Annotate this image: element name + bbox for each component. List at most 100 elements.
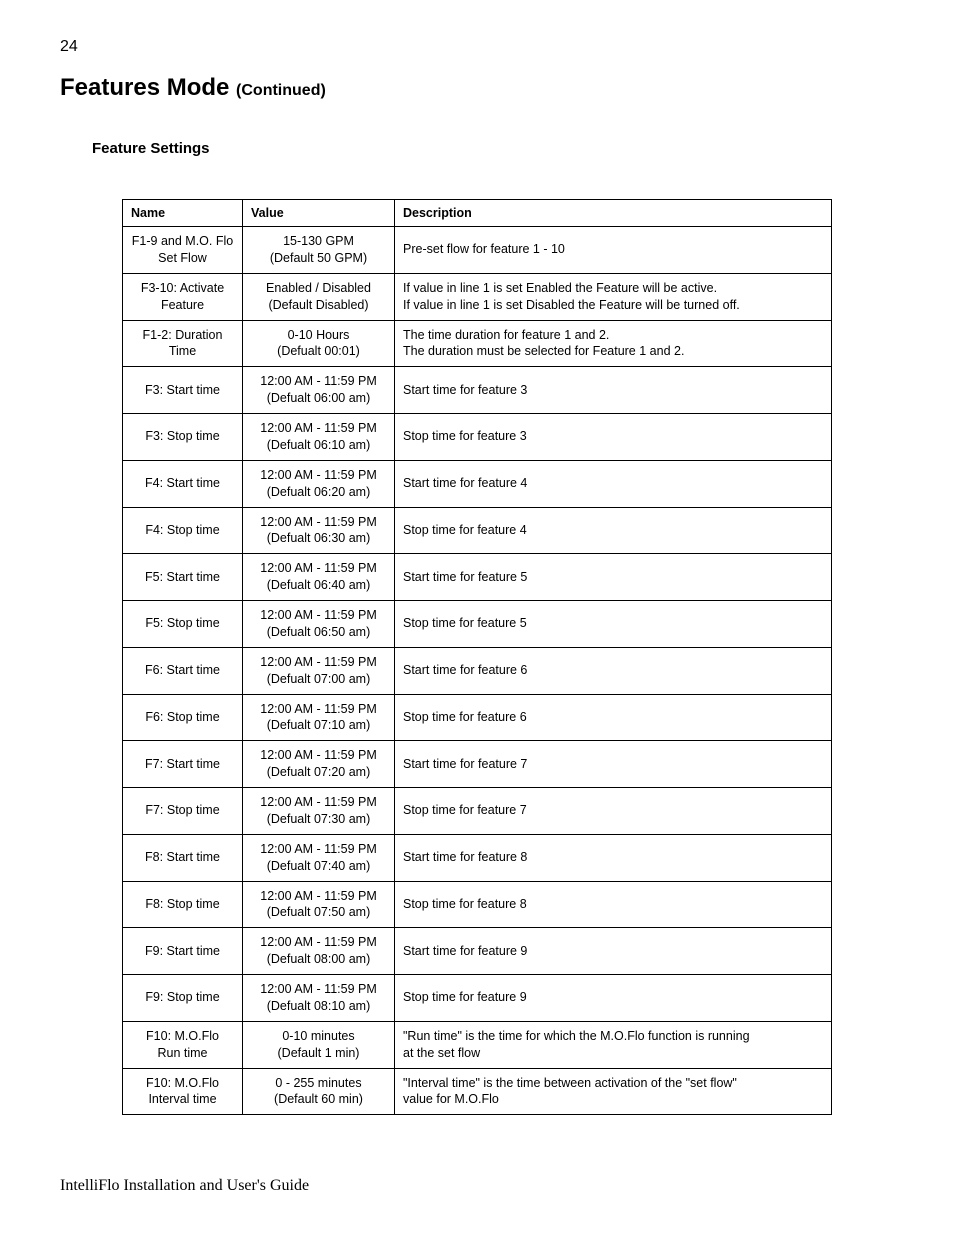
- cell-name: F7: Start time: [123, 741, 243, 788]
- cell-name: F8: Stop time: [123, 881, 243, 928]
- cell-value-line1: Enabled / Disabled: [251, 280, 386, 297]
- cell-description: Start time for feature 8: [395, 834, 832, 881]
- cell-value-line1: 12:00 AM - 11:59 PM: [251, 794, 386, 811]
- cell-desc-line1: Stop time for feature 5: [403, 615, 823, 632]
- cell-description: "Run time" is the time for which the M.O…: [395, 1021, 832, 1068]
- cell-value-line1: 0 - 255 minutes: [251, 1075, 386, 1092]
- cell-name: F8: Start time: [123, 834, 243, 881]
- cell-name-line1: F5: Start time: [131, 569, 234, 586]
- page-number: 24: [60, 38, 894, 56]
- cell-value-line2: (Defualt 08:10 am): [251, 998, 386, 1015]
- cell-value-line1: 12:00 AM - 11:59 PM: [251, 654, 386, 671]
- cell-name-line1: F7: Stop time: [131, 802, 234, 819]
- cell-description: Stop time for feature 7: [395, 788, 832, 835]
- header-value: Value: [243, 200, 395, 227]
- cell-desc-line1: Stop time for feature 9: [403, 989, 823, 1006]
- cell-value-line2: (Defualt 07:00 am): [251, 671, 386, 688]
- cell-name: F9: Start time: [123, 928, 243, 975]
- cell-name: F7: Stop time: [123, 788, 243, 835]
- cell-value-line1: 12:00 AM - 11:59 PM: [251, 607, 386, 624]
- table-row: F9: Start time 12:00 AM - 11:59 PM(Defual…: [123, 928, 832, 975]
- table-row: F10: M.O.FloRun time0-10 minutes(Default…: [123, 1021, 832, 1068]
- cell-value-line2: (Default 50 GPM): [251, 250, 386, 267]
- cell-name-line1: F5: Stop time: [131, 615, 234, 632]
- table-row: F6: Start time 12:00 AM - 11:59 PM(Defual…: [123, 647, 832, 694]
- cell-value: 12:00 AM - 11:59 PM(Defualt 06:30 am): [243, 507, 395, 554]
- cell-value: 0-10 minutes(Default 1 min): [243, 1021, 395, 1068]
- main-heading: Features Mode (Continued): [60, 74, 894, 102]
- cell-value: Enabled / Disabled(Default Disabled): [243, 273, 395, 320]
- cell-value: 12:00 AM - 11:59 PM(Defualt 08:10 am): [243, 975, 395, 1022]
- cell-description: Start time for feature 3: [395, 367, 832, 414]
- cell-desc-line1: Pre-set flow for feature 1 - 10: [403, 241, 823, 258]
- cell-value-line1: 15-130 GPM: [251, 233, 386, 250]
- cell-value: 0-10 Hours(Defualt 00:01): [243, 320, 395, 367]
- table-header-row: Name Value Description: [123, 200, 832, 227]
- cell-value-line2: (Defualt 08:00 am): [251, 951, 386, 968]
- feature-settings-table-wrap: Name Value Description F1-9 and M.O. Flo…: [122, 199, 832, 1115]
- cell-name-line2: Set Flow: [131, 250, 234, 267]
- cell-value-line2: (Defualt 06:40 am): [251, 577, 386, 594]
- cell-name-line1: F1-2: Duration Time: [131, 327, 234, 361]
- cell-desc-line1: If value in line 1 is set Enabled the Fe…: [403, 280, 823, 297]
- table-row: F3: Start time12:00 AM - 11:59 PM(Defual…: [123, 367, 832, 414]
- cell-name: F6: Start time: [123, 647, 243, 694]
- table-row: F8: Start time12:00 AM - 11:59 PM(Defual…: [123, 834, 832, 881]
- cell-value: 12:00 AM - 11:59 PM(Defualt 07:00 am): [243, 647, 395, 694]
- cell-desc-line1: "Interval time" is the time between acti…: [403, 1075, 823, 1092]
- footer-text: IntelliFlo Installation and User's Guide: [60, 1177, 309, 1195]
- table-row: F5: Stop time12:00 AM - 11:59 PM(Defualt…: [123, 601, 832, 648]
- cell-description: Stop time for feature 9: [395, 975, 832, 1022]
- cell-desc-line2: The duration must be selected for Featur…: [403, 343, 823, 360]
- cell-name-line2: Feature: [131, 297, 234, 314]
- cell-value: 12:00 AM - 11:59 PM(Defualt 07:20 am): [243, 741, 395, 788]
- cell-desc-line1: Stop time for feature 4: [403, 522, 823, 539]
- cell-value-line2: (Defualt 06:30 am): [251, 530, 386, 547]
- cell-name-line1: F3: Start time: [131, 382, 234, 399]
- cell-value-line2: (Defualt 06:20 am): [251, 484, 386, 501]
- cell-value: 12:00 AM - 11:59 PM(Defualt 08:00 am): [243, 928, 395, 975]
- cell-value: 12:00 AM - 11:59 PM(Defualt 07:50 am): [243, 881, 395, 928]
- cell-value-line2: (Defualt 06:00 am): [251, 390, 386, 407]
- cell-value-line1: 0-10 Hours: [251, 327, 386, 344]
- cell-description: Start time for feature 6: [395, 647, 832, 694]
- cell-name-line1: F3: Stop time: [131, 428, 234, 445]
- cell-description: Stop time for feature 5: [395, 601, 832, 648]
- cell-value-line2: (Default 1 min): [251, 1045, 386, 1062]
- cell-description: Stop time for feature 3: [395, 414, 832, 461]
- cell-name: F3: Stop time: [123, 414, 243, 461]
- cell-name-line1: F9: Stop time: [131, 989, 234, 1006]
- cell-description: "Interval time" is the time between acti…: [395, 1068, 832, 1115]
- cell-description: Start time for feature 4: [395, 460, 832, 507]
- cell-description: Stop time for feature 8: [395, 881, 832, 928]
- cell-value-line1: 12:00 AM - 11:59 PM: [251, 701, 386, 718]
- cell-name-line1: F6: Start time: [131, 662, 234, 679]
- cell-value-line2: (Defualt 00:01): [251, 343, 386, 360]
- cell-name-line1: F1-9 and M.O. Flo: [131, 233, 234, 250]
- cell-desc-line1: Start time for feature 7: [403, 756, 823, 773]
- cell-value-line2: (Defualt 07:40 am): [251, 858, 386, 875]
- table-row: F8: Stop time 12:00 AM - 11:59 PM(Defualt…: [123, 881, 832, 928]
- cell-desc-line1: Start time for feature 4: [403, 475, 823, 492]
- cell-value-line1: 12:00 AM - 11:59 PM: [251, 467, 386, 484]
- feature-settings-table: Name Value Description F1-9 and M.O. Flo…: [122, 199, 832, 1115]
- cell-description: If value in line 1 is set Enabled the Fe…: [395, 273, 832, 320]
- cell-name: F5: Start time: [123, 554, 243, 601]
- cell-value: 12:00 AM - 11:59 PM(Defualt 06:40 am): [243, 554, 395, 601]
- table-row: F4: Stop time12:00 AM - 11:59 PM(Defualt…: [123, 507, 832, 554]
- cell-name: F4: Start time: [123, 460, 243, 507]
- cell-name-line1: F9: Start time: [131, 943, 234, 960]
- heading-continued: (Continued): [236, 82, 326, 99]
- cell-name: F5: Stop time: [123, 601, 243, 648]
- cell-value-line2: (Defualt 07:50 am): [251, 904, 386, 921]
- table-row: F10: M.O.FloInterval time0 - 255 minutes…: [123, 1068, 832, 1115]
- header-name: Name: [123, 200, 243, 227]
- cell-value-line1: 12:00 AM - 11:59 PM: [251, 514, 386, 531]
- cell-value: 0 - 255 minutes(Default 60 min): [243, 1068, 395, 1115]
- cell-desc-line1: "Run time" is the time for which the M.O…: [403, 1028, 823, 1045]
- cell-name: F1-2: Duration Time: [123, 320, 243, 367]
- cell-name-line1: F8: Stop time: [131, 896, 234, 913]
- cell-name: F10: M.O.FloInterval time: [123, 1068, 243, 1115]
- cell-value-line1: 12:00 AM - 11:59 PM: [251, 888, 386, 905]
- cell-desc-line1: Start time for feature 9: [403, 943, 823, 960]
